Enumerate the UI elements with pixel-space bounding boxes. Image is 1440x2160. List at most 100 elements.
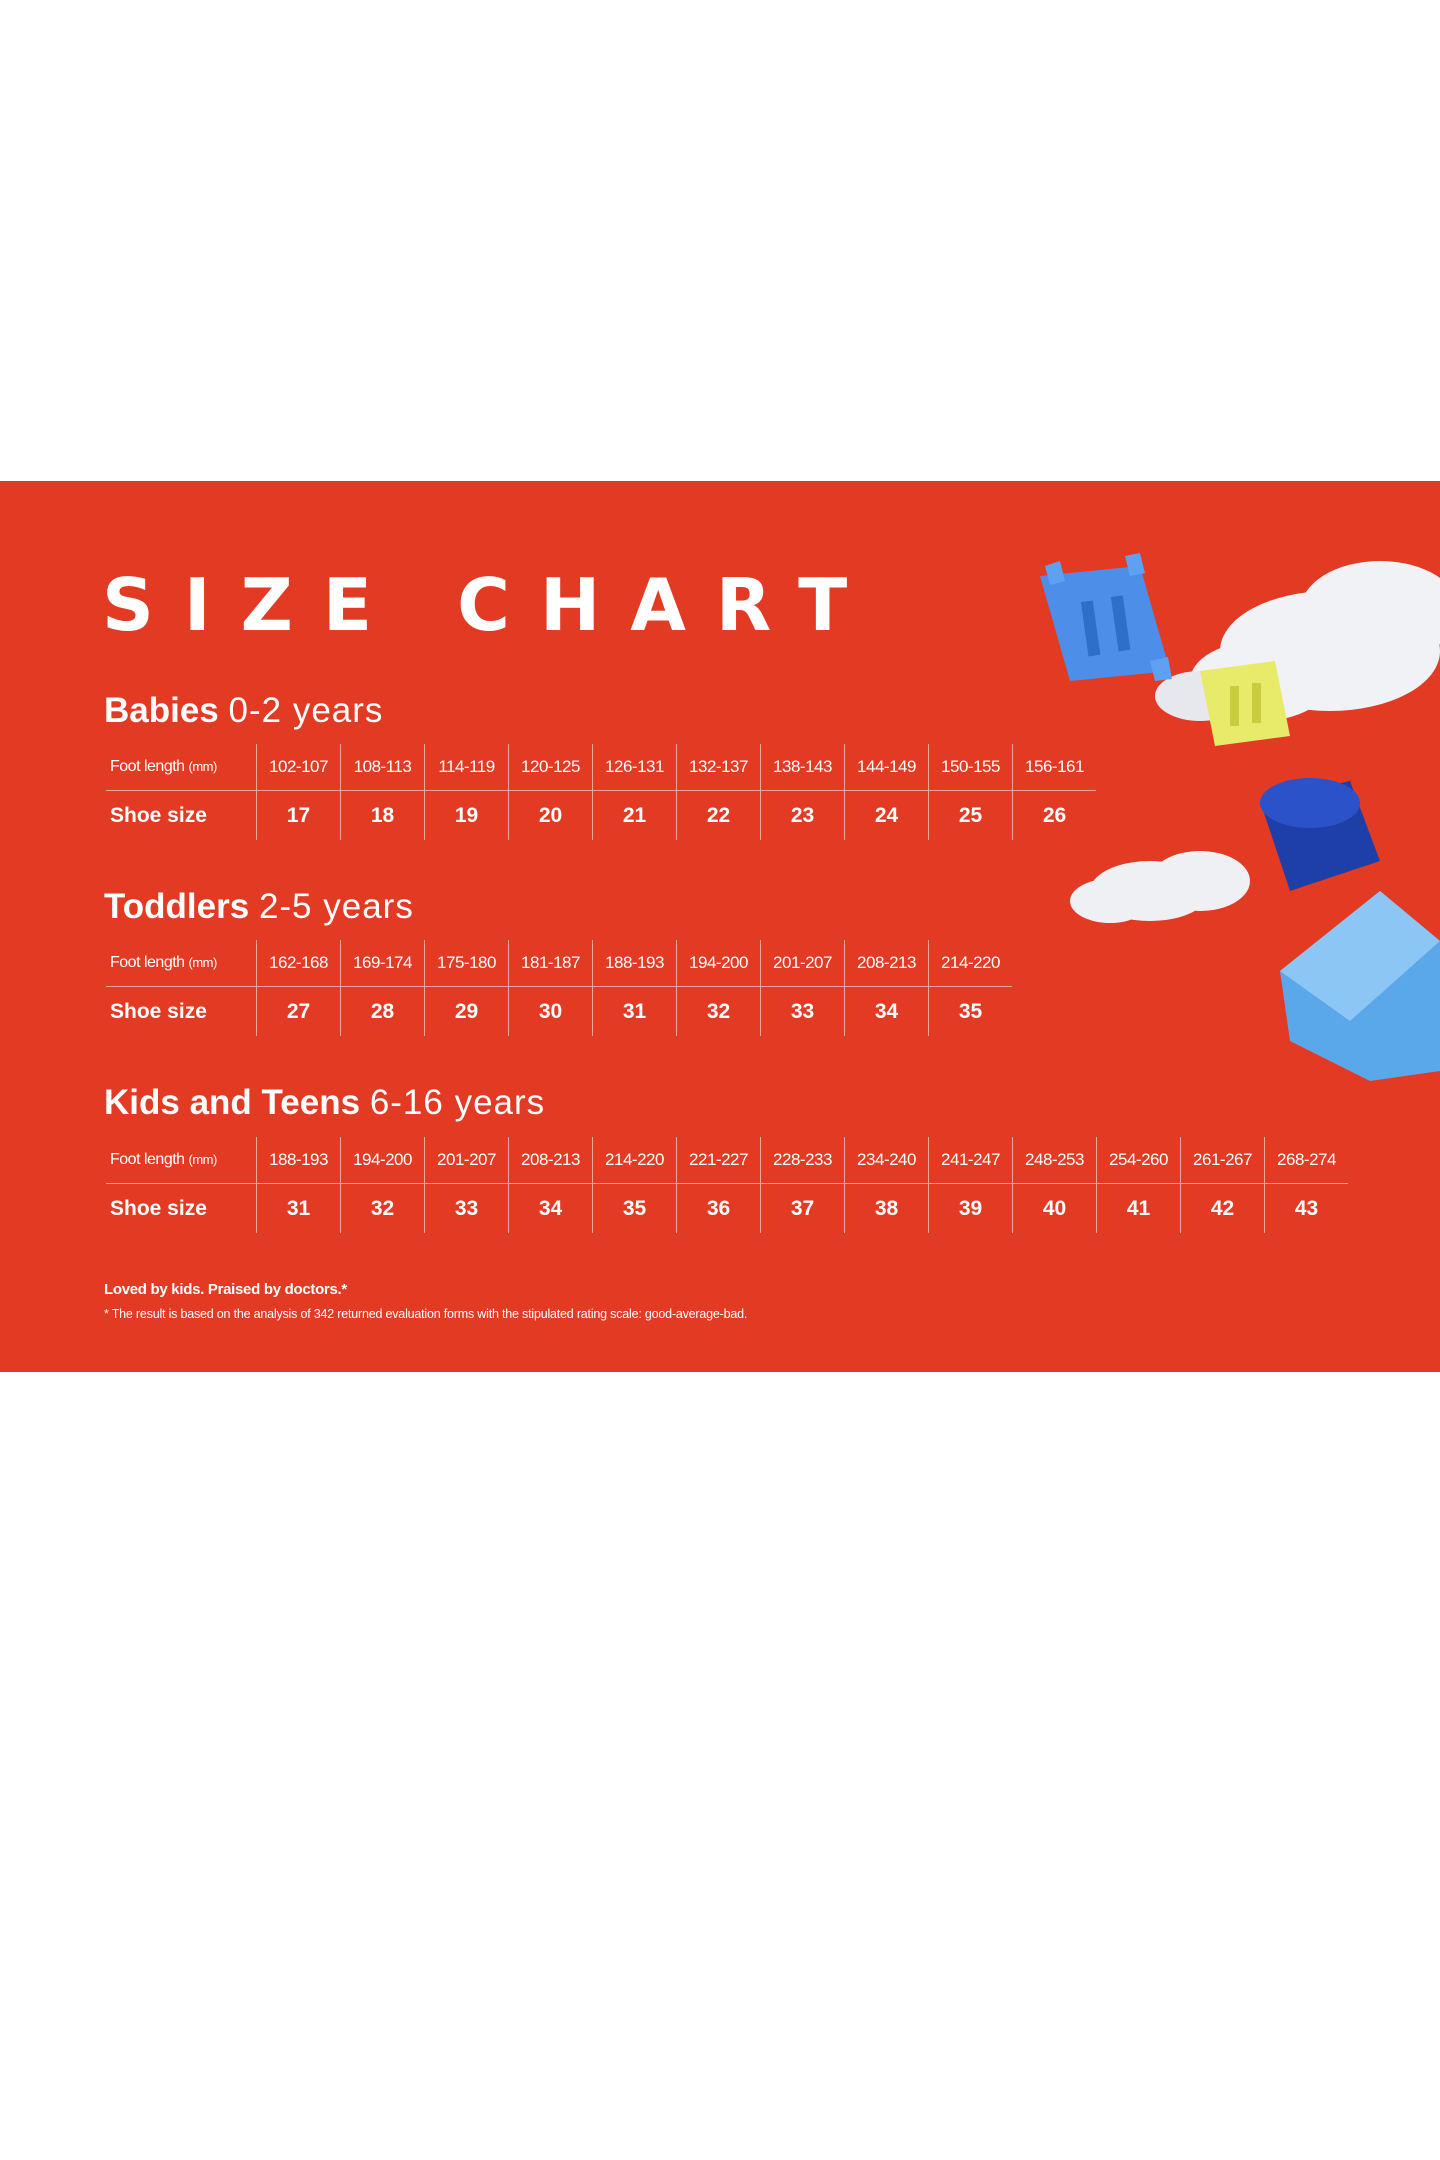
foot-length-cell: 162-168 (256, 940, 341, 987)
shoe-size-row: Shoe size 27 28 29 30 31 32 33 34 35 (106, 986, 1012, 1036)
section-heading-babies: Babies 0-2 years (104, 693, 383, 728)
footnote-text: * The result is based on the analysis of… (104, 1307, 748, 1321)
section-name: Toddlers (104, 887, 250, 926)
section-name: Kids and Teens (104, 1083, 361, 1122)
unit-text: (mm) (188, 955, 218, 970)
foot-length-text: Foot length (110, 1151, 185, 1168)
foot-length-cell: 102-107 (256, 744, 341, 791)
shoe-size-cell: 18 (340, 790, 425, 840)
foot-length-row: Foot length (mm) 102-107 108-113 114-119 120… (106, 744, 1096, 791)
foot-length-cell: 241-247 (928, 1137, 1013, 1184)
foot-length-cell: 254-260 (1096, 1137, 1181, 1184)
shoe-size-cell: 27 (256, 986, 341, 1036)
size-table-kids-teens: Foot length (mm) 188-193 194-200 201-207 208… (106, 1137, 1348, 1233)
shoe-size-cell: 32 (676, 986, 761, 1036)
cloud-icon (1070, 851, 1250, 923)
foot-length-cell: 120-125 (508, 744, 593, 791)
shoe-size-cell: 31 (256, 1183, 341, 1233)
shoe-size-cell: 33 (424, 1183, 509, 1233)
foot-length-cell: 181-187 (508, 940, 593, 987)
foot-length-text: Foot length (110, 954, 185, 971)
foot-length-cell: 214-220 (592, 1137, 677, 1184)
shoe-size-cell: 25 (928, 790, 1013, 840)
foot-length-cell: 175-180 (424, 940, 509, 987)
foot-length-cell: 208-213 (844, 940, 929, 987)
shoe-size-cell: 29 (424, 986, 509, 1036)
shoe-size-cell: 36 (676, 1183, 761, 1233)
foot-length-cell: 169-174 (340, 940, 425, 987)
size-chart-banner: SIZE CHART Babies 0-2 years Foot length … (0, 481, 1440, 1372)
foot-length-row: Foot length (mm) 162-168 169-174 175-180 181… (106, 940, 1012, 987)
section-heading-kids-teens: Kids and Teens 6-16 years (104, 1085, 545, 1120)
foot-length-cell: 194-200 (340, 1137, 425, 1184)
section-age: 6-16 years (369, 1083, 546, 1122)
foot-length-cell: 228-233 (760, 1137, 845, 1184)
foot-length-cell: 144-149 (844, 744, 929, 791)
shoe-size-cell: 34 (508, 1183, 593, 1233)
footnote-title: Loved by kids. Praised by doctors.* (104, 1281, 347, 1298)
section-age: 0-2 years (228, 691, 384, 730)
shoe-size-cell: 20 (508, 790, 593, 840)
unit-text: (mm) (188, 1152, 218, 1167)
shoe-size-cell: 37 (760, 1183, 845, 1233)
shoe-size-row: Shoe size 17 18 19 20 21 22 23 24 25 26 (106, 790, 1096, 840)
yellow-building-block-icon (1200, 661, 1290, 746)
page-title: SIZE CHART (102, 563, 878, 647)
section-heading-toddlers: Toddlers 2-5 years (104, 889, 414, 924)
foot-length-cell: 201-207 (760, 940, 845, 987)
shoe-size-cell: 43 (1264, 1183, 1348, 1233)
shoe-size-row: Shoe size 31 32 33 34 35 36 37 38 39 40 41 42 43 (106, 1183, 1348, 1233)
foot-length-cell: 268-274 (1264, 1137, 1348, 1184)
shoe-size-cell: 19 (424, 790, 509, 840)
foot-length-cell: 201-207 (424, 1137, 509, 1184)
foot-length-cell: 126-131 (592, 744, 677, 791)
shoe-size-cell: 28 (340, 986, 425, 1036)
section-name: Babies (104, 691, 219, 730)
unit-text: (mm) (188, 759, 218, 774)
shoe-size-cell: 21 (592, 790, 677, 840)
shoe-size-label: Shoe size (110, 999, 207, 1023)
foot-length-label: Foot length (mm) (106, 744, 257, 791)
foot-length-cell: 138-143 (760, 744, 845, 791)
shoe-size-cell: 39 (928, 1183, 1013, 1233)
size-table-toddlers: Foot length (mm) 162-168 169-174 175-180 181… (106, 940, 1012, 1036)
shoe-size-cell: 40 (1012, 1183, 1097, 1233)
foot-length-cell: 248-253 (1012, 1137, 1097, 1184)
foot-length-row: Foot length (mm) 188-193 194-200 201-207 208… (106, 1137, 1348, 1184)
foot-length-cell: 261-267 (1180, 1137, 1265, 1184)
shoe-size-cell: 42 (1180, 1183, 1265, 1233)
shoe-size-cell: 34 (844, 986, 929, 1036)
foot-length-label: Foot length (mm) (106, 1137, 257, 1184)
shoe-size-label: Shoe size (110, 1196, 207, 1220)
shoe-size-cell: 17 (256, 790, 341, 840)
foot-length-text: Foot length (110, 758, 185, 775)
cloud-icon (1155, 561, 1440, 721)
shoe-size-cell: 26 (1012, 790, 1096, 840)
shoe-size-cell: 22 (676, 790, 761, 840)
shoe-size-cell: 38 (844, 1183, 929, 1233)
section-age: 2-5 years (258, 887, 414, 926)
foot-length-cell: 114-119 (424, 744, 509, 791)
foot-length-cell: 156-161 (1012, 744, 1096, 791)
shoe-size-cell: 35 (928, 986, 1012, 1036)
blue-building-block-icon (1040, 553, 1172, 681)
toy-hammer-icon (1260, 778, 1440, 1081)
foot-length-cell: 150-155 (928, 744, 1013, 791)
size-table-babies: Foot length (mm) 102-107 108-113 114-119 120… (106, 744, 1096, 840)
shoe-size-cell: 35 (592, 1183, 677, 1233)
foot-length-cell: 108-113 (340, 744, 425, 791)
shoe-size-label: Shoe size (110, 803, 207, 827)
shoe-size-cell: 41 (1096, 1183, 1181, 1233)
shoe-size-cell: 31 (592, 986, 677, 1036)
foot-length-label: Foot length (mm) (106, 940, 257, 987)
shoe-size-cell: 23 (760, 790, 845, 840)
foot-length-cell: 188-193 (256, 1137, 341, 1184)
shoe-size-cell: 32 (340, 1183, 425, 1233)
foot-length-cell: 221-227 (676, 1137, 761, 1184)
decorative-toys-illustration (1040, 553, 1440, 1081)
foot-length-cell: 234-240 (844, 1137, 929, 1184)
shoe-size-cell: 30 (508, 986, 593, 1036)
foot-length-cell: 188-193 (592, 940, 677, 987)
foot-length-cell: 208-213 (508, 1137, 593, 1184)
foot-length-cell: 132-137 (676, 744, 761, 791)
